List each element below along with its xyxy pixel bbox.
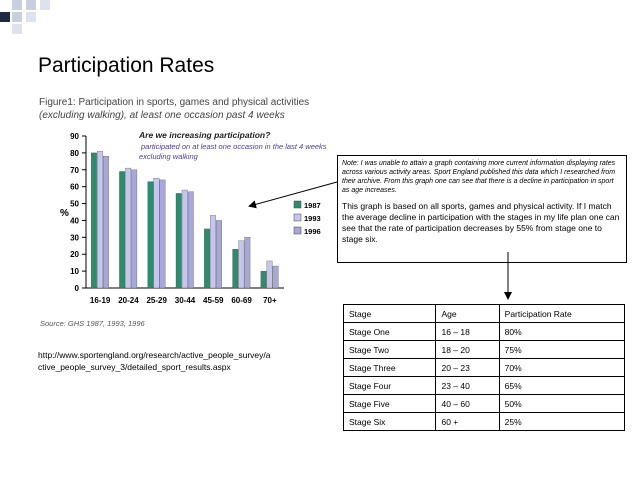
header-age: Age <box>435 304 500 323</box>
header-rate: Participation Rate <box>498 304 626 323</box>
bar-1996-70+ <box>272 265 279 289</box>
cell-stage: Stage Five <box>342 394 437 413</box>
bar-1987-16-19 <box>90 152 97 289</box>
bar-1996-25-29 <box>159 179 166 289</box>
cell-rate: 70% <box>498 358 626 377</box>
cell-age: 18 – 20 <box>435 340 500 359</box>
participation-chart: 0 10 20 30 40 50 60 70 80 90% 16-19 20-24 25-29 30-44… <box>60 130 327 305</box>
annotation-heading: Are we increasing participation? <box>138 130 271 140</box>
bar-1987-20-24 <box>119 171 126 289</box>
cell-rate: 50% <box>498 394 626 413</box>
bar-1987-30-44 <box>175 193 182 289</box>
arrow-to-chart <box>248 181 338 209</box>
bar-1993-45-59 <box>210 215 216 289</box>
table-row: Stage Four 23 – 40 65% <box>342 376 626 395</box>
y-tick-label: 70 <box>70 166 79 175</box>
figure-caption: Figure1: Participation in sports, games … <box>39 96 339 122</box>
table-row: Stage Three 20 – 23 70% <box>342 358 626 377</box>
bar-1993-30-44 <box>181 189 188 289</box>
bar-1996-16-19 <box>102 156 109 289</box>
legend-label-1987: 1987 <box>304 201 321 210</box>
x-tick-label: 16-19 <box>90 296 111 305</box>
bar-1993-25-29 <box>153 178 160 289</box>
y-tick-label: 40 <box>70 216 79 225</box>
note-box: Note: I was unable to attain a graph con… <box>337 155 627 263</box>
table-header-row: Stage Age Participation Rate <box>342 304 626 323</box>
legend-label-1996: 1996 <box>304 227 321 236</box>
cell-rate: 25% <box>498 412 626 431</box>
bar-1993-70+ <box>266 260 273 289</box>
x-tick-label: 70+ <box>263 296 277 305</box>
cell-age: 20 – 23 <box>435 358 500 377</box>
table-row: Stage Five 40 – 60 50% <box>342 394 626 413</box>
cell-stage: Stage Two <box>342 340 437 359</box>
source-url[interactable]: http://www.sportengland.org/research/act… <box>38 350 271 372</box>
cell-age: 23 – 40 <box>435 376 500 395</box>
figure-caption-italic: (excluding walking), at least one occasi… <box>39 110 285 121</box>
bar-1996-60-69 <box>244 237 251 289</box>
note-main-text: This graph is based on all sports, games… <box>342 201 620 244</box>
bar-1993-60-69 <box>238 240 245 289</box>
bar-1987-70+ <box>260 270 267 289</box>
cell-age: 60 + <box>435 412 500 431</box>
legend-swatch-1987 <box>293 200 302 209</box>
x-tick-label: 30-44 <box>175 296 196 305</box>
bar-1987-25-29 <box>147 181 154 289</box>
stages-table: Stage Age Participation Rate Stage One 16… <box>342 304 626 431</box>
cell-age: 40 – 60 <box>435 394 500 413</box>
bar-1996-45-59 <box>216 220 222 289</box>
y-tick-label: 20 <box>70 250 79 259</box>
cell-stage: Stage Six <box>342 412 437 431</box>
table-row: Stage One 16 – 18 80% <box>342 322 626 341</box>
bar-1996-20-24 <box>131 169 138 289</box>
table-row: Stage Two 18 – 20 75% <box>342 340 626 359</box>
y-tick-label: 50 <box>70 200 79 209</box>
y-tick-label: 90 <box>70 132 79 141</box>
y-tick-label: 10 <box>70 267 79 276</box>
y-tick-label: 80 <box>70 149 79 158</box>
corner-decoration <box>0 0 50 34</box>
note-small-text: Note: I was unable to attain a graph con… <box>342 160 616 194</box>
table-row: Stage Six 60 +25% <box>342 412 626 431</box>
slide-title: Participation Rates <box>38 54 215 77</box>
y-axis-label: % <box>60 208 69 219</box>
y-tick-label: 0 <box>75 284 80 293</box>
cell-rate: 65% <box>498 376 626 395</box>
x-tick-label: 20-24 <box>118 296 139 305</box>
bar-1987-45-59 <box>204 228 210 289</box>
legend-label-1993: 1993 <box>304 214 321 223</box>
cell-stage: Stage Three <box>342 358 437 377</box>
x-tick-label: 45-59 <box>203 296 224 305</box>
bar-1987-60-69 <box>232 249 239 289</box>
figure-caption-main: Figure1: Participation in sports, games … <box>39 97 310 108</box>
header-stage: Stage <box>342 304 437 323</box>
bar-1996-30-44 <box>187 191 194 289</box>
cell-rate: 80% <box>498 322 626 341</box>
annotation-sub-2: excluding walking <box>139 152 199 161</box>
y-tick-label: 30 <box>70 233 79 242</box>
x-tick-label: 25-29 <box>146 296 167 305</box>
cell-rate: 75% <box>498 340 626 359</box>
legend-swatch-1993 <box>293 213 302 222</box>
cell-age: 16 – 18 <box>435 322 500 341</box>
bar-1993-20-24 <box>125 167 132 289</box>
legend-swatch-1996 <box>293 226 302 235</box>
chart-source: Source: GHS 1987, 1993, 1996 <box>40 319 145 328</box>
y-tick-label: 60 <box>70 183 79 192</box>
cell-stage: Stage Four <box>342 376 437 395</box>
x-tick-label: 60-69 <box>231 296 252 305</box>
annotation-sub-1: participated on at least one occasion in… <box>140 142 327 151</box>
cell-stage: Stage One <box>342 322 437 341</box>
bar-1993-16-19 <box>96 151 103 289</box>
